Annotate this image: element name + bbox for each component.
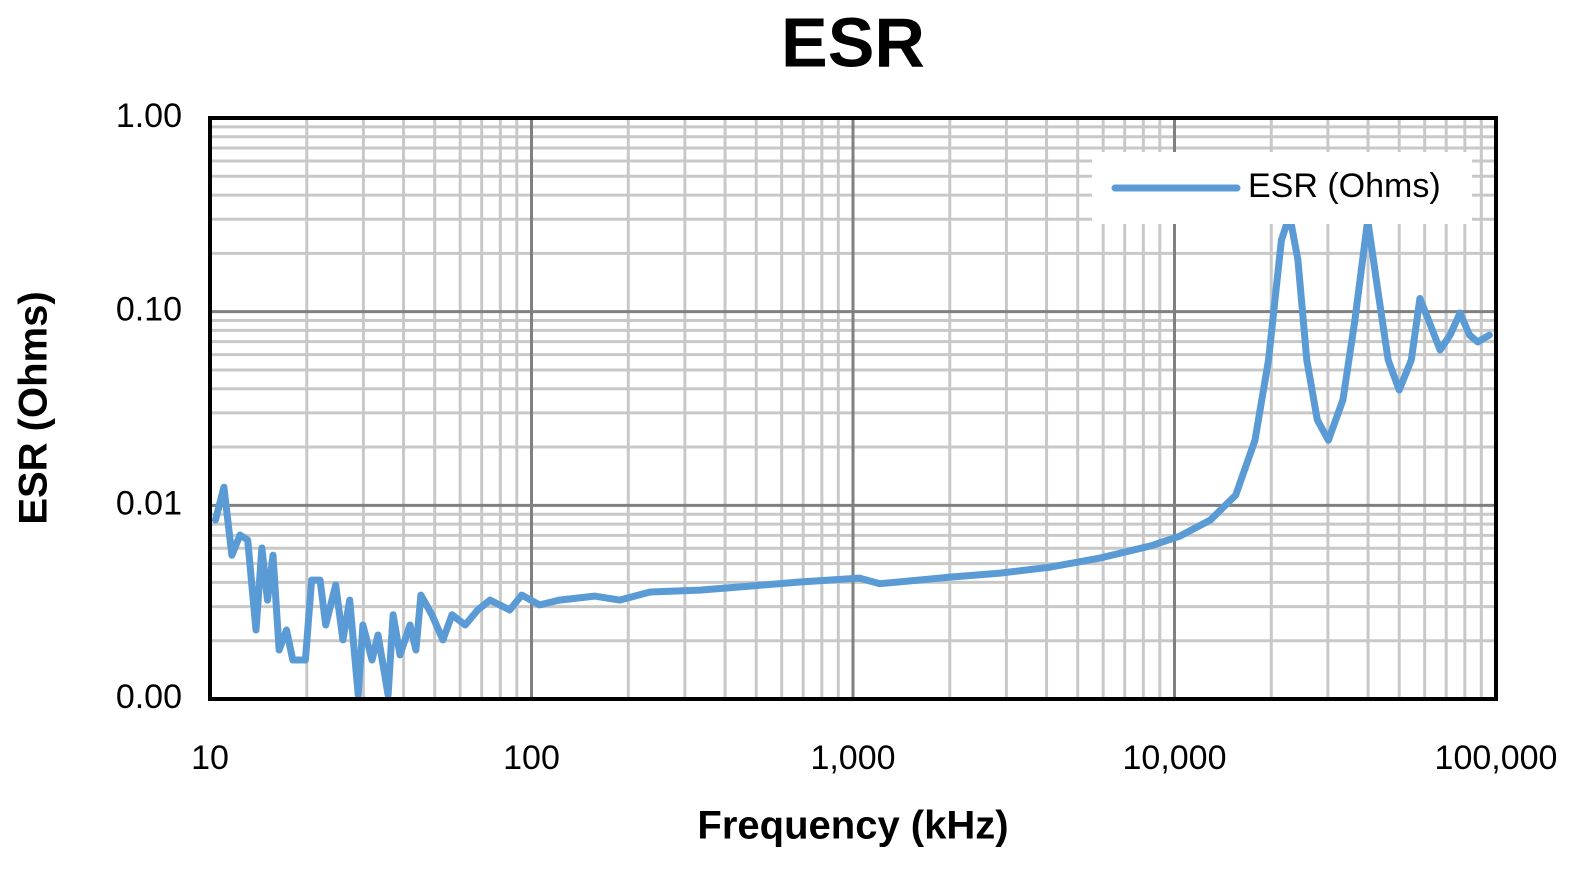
x-axis-label: Frequency (kHz) [697, 804, 1008, 848]
tick-labels: 10 100 1,000 10,000 100,000 0.00 0.01 0.10 1.00 [116, 97, 1558, 777]
data-line [212, 211, 1493, 699]
chart-title: ESR [781, 3, 925, 81]
x-tick-label: 100 [503, 739, 560, 777]
legend-label: ESR (Ohms) [1248, 167, 1441, 205]
x-tick-label: 10 [191, 739, 229, 777]
y-axis-label: ESR (Ohms) [12, 291, 56, 524]
plot-frame [208, 116, 1498, 701]
legend: ESR (Ohms) [1092, 152, 1472, 224]
y-tick-label: 0.01 [116, 484, 182, 522]
x-tick-label: 10,000 [1123, 739, 1227, 777]
y-tick-label: 1.00 [116, 97, 182, 135]
y-tick-label: 0.10 [116, 291, 182, 329]
x-tick-label: 1,000 [810, 739, 895, 777]
x-tick-label: 100,000 [1435, 739, 1558, 777]
y-tick-label: 0.00 [116, 678, 182, 716]
plot-area [212, 211, 1493, 699]
